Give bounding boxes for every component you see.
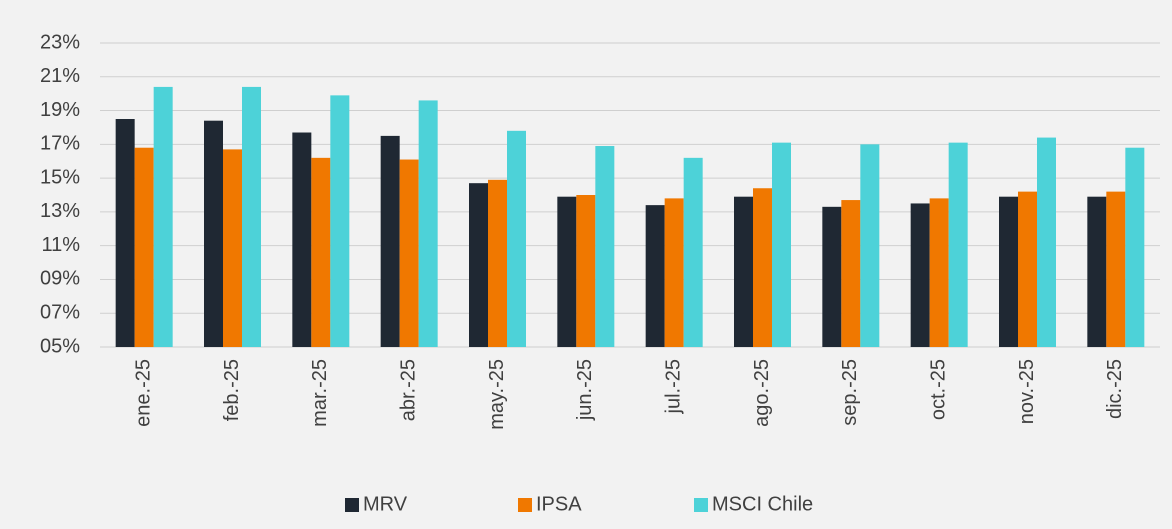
bar [330,95,350,347]
bar [223,149,242,347]
x-tick-label: jun.-25 [574,359,596,421]
bar [557,196,577,347]
x-tick-label: dic.-25 [1104,359,1126,419]
y-tick-label: 19% [40,99,80,121]
bar [311,157,331,347]
y-tick-label: 23% [40,31,80,53]
bar [822,206,842,347]
x-tick-label: ene.-25 [132,359,154,427]
x-tick-label: may.-25 [486,359,508,430]
bar [469,183,488,347]
bar [134,147,154,347]
x-tick-label: jul.-25 [662,359,684,414]
bar [1125,147,1145,347]
bar [841,200,861,347]
x-tick-label: sep.-25 [839,359,861,426]
bar [380,135,400,347]
legend-swatch [345,498,359,512]
bar [948,142,968,347]
y-tick-label: 07% [40,302,80,324]
y-tick-label: 15% [40,166,80,188]
bar [683,157,703,347]
bar [242,86,261,348]
bar [153,86,173,348]
bar [664,198,684,347]
bar [507,130,526,347]
legend-swatch [694,498,708,512]
x-tick-label: mar.-25 [309,359,331,427]
x-tick-label: abr.-25 [397,359,419,421]
y-tick-label: 13% [40,200,80,222]
bar [576,195,596,347]
y-tick-label: 09% [40,268,80,290]
bar [929,198,949,347]
legend-label: IPSA [536,493,582,515]
bar [418,100,438,347]
legend-label: MSCI Chile [712,493,813,515]
bar [999,196,1018,347]
x-tick-label: feb.-25 [221,359,243,421]
y-tick-label: 11% [41,234,80,256]
bar [1087,196,1107,347]
y-tick-label: 05% [40,335,80,357]
y-tick-label: 21% [40,65,80,87]
bar [292,132,312,347]
bar [910,203,930,347]
bar [399,159,419,347]
bar [753,188,772,347]
x-tick-label: nov.-25 [1016,359,1038,424]
bar [1037,137,1056,347]
bar [488,179,507,347]
x-tick-label: oct.-25 [927,359,949,420]
legend-label: MRV [363,493,408,515]
y-tick-label: 17% [40,133,80,155]
bar [772,142,791,347]
bar [1106,191,1126,347]
bar [115,119,135,347]
x-tick-label: ago.-25 [751,359,773,427]
bar [860,144,880,347]
bar [204,120,223,347]
bar [645,205,665,347]
bar [595,146,615,347]
bar [1018,191,1037,347]
bar [734,196,753,347]
legend-swatch [518,498,532,512]
